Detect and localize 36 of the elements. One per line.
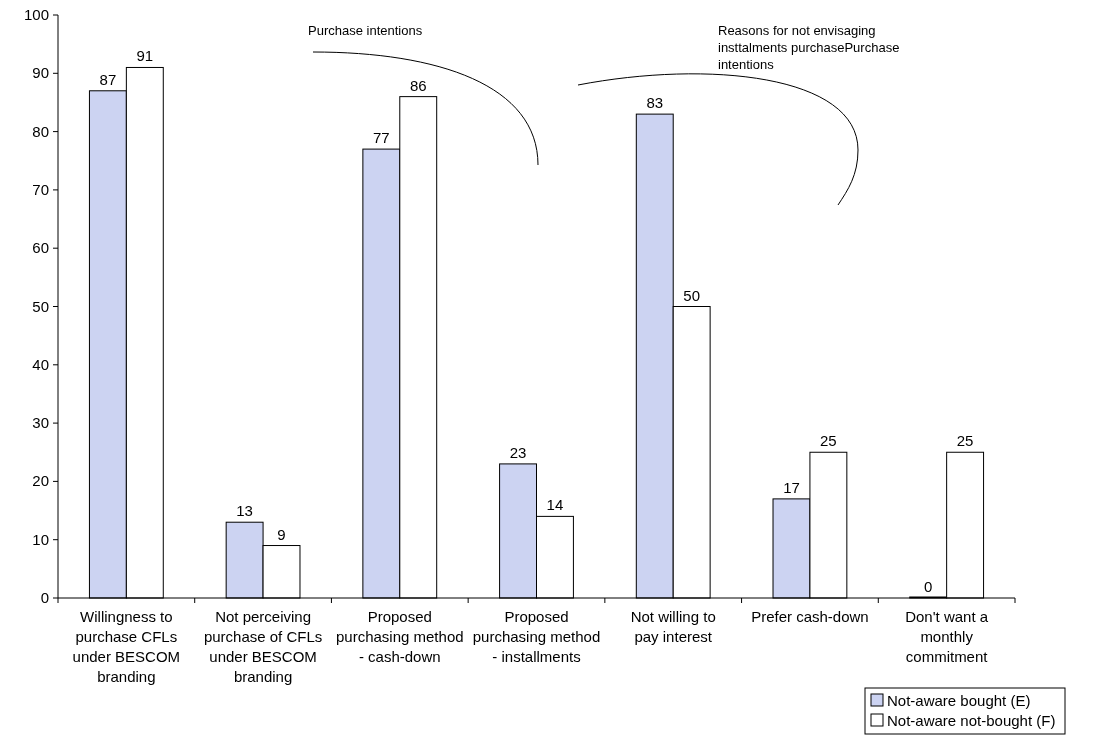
- data-label: 50: [683, 286, 701, 304]
- y-tick-label: 40: [32, 355, 49, 373]
- data-label: 14: [546, 496, 564, 514]
- x-tick-label: Don't want a monthly commitment: [905, 608, 989, 665]
- y-tick-label: 30: [32, 414, 49, 432]
- y-tick-label: 70: [32, 180, 49, 198]
- x-tick-label: Prefer cash-down: [751, 608, 869, 625]
- data-label: 91: [136, 47, 154, 65]
- y-tick-label: 10: [32, 530, 49, 548]
- data-label: 77: [372, 129, 390, 147]
- data-label: 23: [509, 443, 527, 461]
- y-tick-label: 0: [40, 589, 49, 606]
- x-tick-label: Willingness to purchase CFLs under BESCOM branding: [72, 608, 181, 685]
- x-tick-label: Proposed purchasing method - installments: [472, 608, 601, 665]
- data-label: 9: [277, 525, 286, 543]
- data-label: 83: [646, 94, 664, 112]
- data-label: 87: [99, 70, 117, 88]
- y-tick-label: 100: [23, 6, 49, 23]
- annotation: Purchase intentions: [308, 23, 423, 38]
- annotation: Reasons for not envisaging insttalments purchasePurchase intentions: [718, 23, 900, 72]
- data-label: 25: [820, 432, 837, 450]
- data-label: 86: [409, 76, 427, 94]
- legend-label: Not-aware not-bought (F): [887, 712, 1056, 729]
- data-label: 25: [956, 432, 974, 450]
- y-tick-label: 60: [32, 239, 49, 257]
- y-tick-label: 80: [32, 122, 49, 140]
- x-tick-label: Proposed purchasing method - cash-down: [335, 608, 464, 665]
- data-label: 13: [236, 502, 253, 520]
- x-tick-label: Not perceiving purchase of CFLs under BESCOM branding: [203, 608, 323, 685]
- data-label: 0: [924, 578, 933, 595]
- y-tick-label: 90: [32, 64, 49, 82]
- legend-label: Not-aware bought (E): [887, 692, 1031, 709]
- data-label: 17: [783, 478, 800, 496]
- y-tick-label: 50: [32, 297, 49, 315]
- x-tick-label: Not willing to pay interest: [630, 608, 716, 645]
- y-tick-label: 20: [32, 472, 49, 490]
